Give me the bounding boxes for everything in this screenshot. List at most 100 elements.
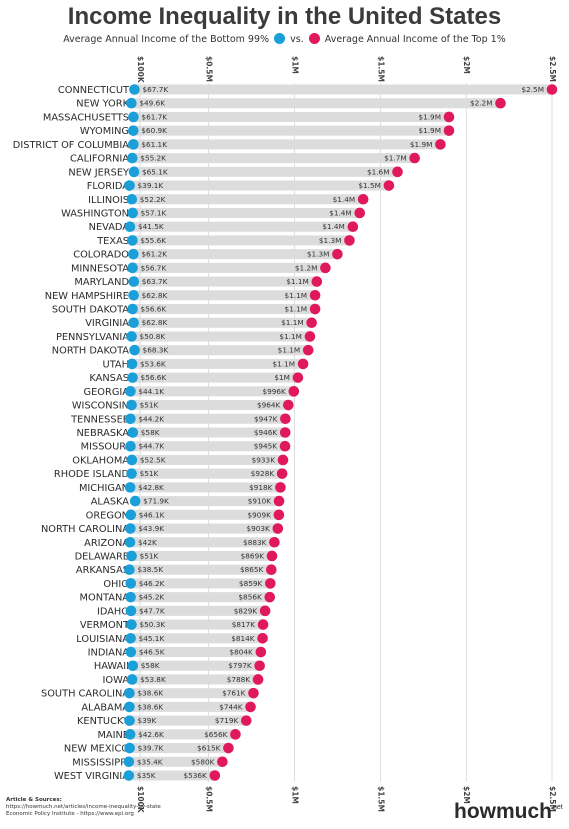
top-1-dot — [209, 770, 221, 781]
bottom-99-value-label: $56.7K — [141, 263, 167, 272]
top-1-value-label: $1.3M — [307, 250, 330, 259]
row-bar — [133, 139, 441, 150]
row-bar — [133, 111, 449, 122]
row-bar — [133, 701, 251, 712]
bottom-99-value-label: $55.6K — [140, 236, 166, 245]
x-tick-label-top: $100K — [136, 56, 145, 84]
bottom-99-dot — [126, 468, 137, 479]
row-bar — [133, 715, 247, 726]
top-1-dot — [302, 344, 314, 356]
row-bar — [133, 180, 389, 191]
top-1-dot — [443, 125, 455, 136]
top-1-value-label: $1.9M — [410, 140, 433, 149]
state-label: FLORIDA — [87, 181, 130, 192]
bottom-99-value-label: $58K — [141, 428, 160, 437]
row-bar — [133, 207, 360, 218]
row-bar — [133, 729, 236, 740]
top-1-value-label: $856K — [238, 593, 262, 602]
bottom-99-value-label: $49.6K — [139, 99, 165, 108]
top-1-dot — [409, 152, 420, 164]
top-1-value-label: $1.1M — [286, 277, 309, 286]
bottom-99-dot — [125, 523, 136, 534]
top-1-dot — [254, 660, 265, 672]
top-1-dot — [392, 166, 403, 178]
row-bar — [133, 550, 273, 561]
top-1-value-label: $1.6M — [367, 167, 390, 176]
row-bar — [133, 482, 281, 493]
top-1-dot — [347, 221, 359, 232]
top-1-value-label: $883K — [243, 538, 267, 547]
top-1-dot — [266, 564, 277, 575]
top-1-dot — [264, 578, 276, 589]
state-label: OREGON — [86, 510, 129, 521]
row-bar — [133, 317, 312, 328]
bottom-99-value-label: $52.5K — [140, 455, 166, 464]
top-1-value-label: $933K — [252, 455, 276, 464]
top-1-dot — [304, 331, 316, 342]
x-tick-label-bottom: $1.5M — [376, 786, 385, 812]
row-bar — [133, 647, 261, 658]
top-1-value-label: $1.1M — [285, 291, 308, 300]
bottom-99-dot — [126, 454, 138, 466]
top-1-value-label: $865K — [240, 565, 264, 574]
x-tick-label-top: $2.5M — [548, 56, 557, 82]
state-label: MISSOURI — [81, 442, 129, 453]
bottom-99-value-label: $58K — [141, 661, 160, 670]
bottom-99-dot — [125, 646, 137, 658]
bottom-99-value-label: $53.8K — [140, 675, 166, 684]
bottom-99-value-label: $60.9K — [141, 126, 167, 135]
row-bar — [133, 592, 270, 603]
bottom-99-dot — [128, 276, 140, 287]
top-1-dot — [357, 193, 369, 205]
bottom-99-dot — [127, 152, 138, 164]
top-1-dot — [279, 427, 291, 438]
top-1-dot — [277, 454, 289, 466]
state-label: CALIFORNIA — [70, 154, 129, 165]
row-bar — [133, 221, 353, 232]
bottom-99-value-label: $63.7K — [142, 277, 168, 286]
bottom-99-dot — [129, 84, 140, 95]
bottom-99-value-label: $62.8K — [142, 291, 168, 300]
bottom-99-dot — [124, 536, 136, 548]
state-label: MARYLAND — [74, 277, 129, 288]
row-bar — [133, 578, 271, 589]
bottom-99-value-label: $42K — [138, 538, 157, 547]
top-1-dot — [306, 317, 317, 329]
bottom-99-dot — [126, 358, 138, 370]
top-1-value-label: $744K — [219, 702, 243, 711]
bottom-99-dot — [124, 701, 135, 713]
state-label: NEW YORK — [76, 99, 129, 110]
row-bar — [133, 509, 279, 520]
state-label: SOUTH DAKOTA — [52, 305, 129, 316]
top-1-dot — [217, 756, 228, 768]
state-label: MICHIGAN — [79, 483, 129, 494]
bottom-99-dot — [127, 427, 139, 438]
state-label: IOWA — [103, 675, 130, 686]
bottom-99-dot — [123, 756, 135, 768]
state-label: MASSACHUSETTS — [43, 112, 129, 123]
x-tick-label-bottom: $1M — [291, 786, 300, 804]
bottom-99-dot — [124, 482, 136, 493]
bottom-99-value-label: $43.9K — [138, 524, 164, 533]
top-1-value-label: $1.5M — [358, 181, 381, 190]
top-1-value-label: $817K — [232, 620, 256, 629]
top-1-dot — [280, 413, 291, 425]
top-1-value-label: $615K — [197, 744, 221, 753]
bottom-99-dot — [125, 591, 136, 603]
bottom-99-value-label: $39.7K — [138, 744, 164, 753]
top-1-value-label: $996K — [262, 387, 286, 396]
chart-title: Income Inequality in the United States — [67, 3, 502, 30]
row-bar — [133, 770, 215, 781]
bottom-99-dot — [126, 399, 137, 411]
x-tick-label-bottom: $2M — [462, 786, 471, 804]
row-bar — [133, 756, 223, 767]
row-bar — [133, 743, 229, 754]
top-1-value-label: $1.2M — [295, 263, 318, 272]
bottom-99-value-label: $51K — [140, 469, 159, 478]
bottom-99-dot — [128, 317, 139, 329]
bottom-99-value-label: $44.2K — [138, 414, 164, 423]
bottom-99-value-label: $47.7K — [139, 606, 165, 615]
state-label: RHODE ISLAND — [54, 469, 129, 480]
top-1-dot — [275, 482, 286, 493]
state-label: OHIO — [103, 579, 129, 590]
